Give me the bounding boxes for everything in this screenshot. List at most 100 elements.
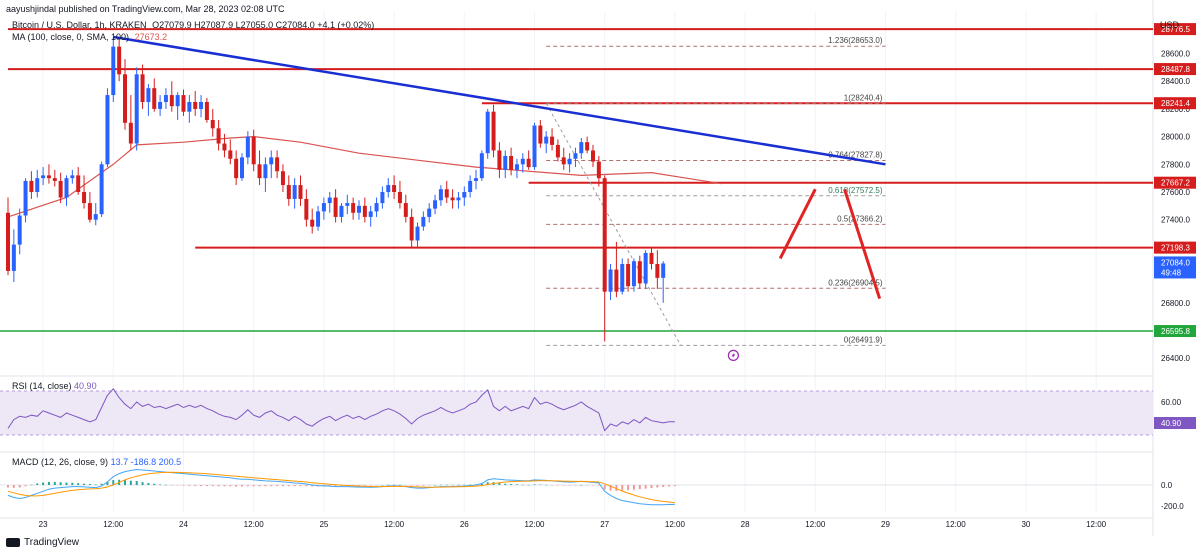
- macd-histogram-bar: [521, 484, 524, 486]
- tradingview-logo-icon: [6, 538, 20, 547]
- macd-histogram-bar: [592, 485, 594, 486]
- fib-level-label: 0(26491.9): [844, 335, 883, 344]
- candle-body: [456, 197, 461, 201]
- macd-histogram-bar: [287, 485, 290, 487]
- candle-body: [509, 156, 514, 170]
- macd-histogram-bar: [293, 485, 296, 487]
- time-tick-label: 12:00: [384, 520, 405, 529]
- candle-body: [216, 128, 221, 144]
- candle-body: [245, 136, 250, 158]
- macd-histogram-bar: [545, 484, 548, 486]
- candle-body: [503, 156, 508, 170]
- current-price-label: 27084.0: [1161, 258, 1190, 267]
- macd-histogram-bar: [662, 485, 665, 488]
- level-price-label: 28241.4: [1161, 99, 1190, 108]
- macd-histogram-bar: [644, 485, 647, 489]
- macd-histogram-bar: [141, 482, 144, 486]
- candle-body: [479, 153, 484, 179]
- candle-body: [17, 215, 22, 245]
- candle-body: [526, 158, 531, 168]
- macd-histogram-bar: [428, 485, 431, 486]
- macd-histogram-bar: [615, 485, 618, 491]
- macd-histogram-bar: [24, 485, 27, 487]
- macd-histogram-bar: [100, 483, 103, 486]
- candle-body: [204, 102, 209, 120]
- ohlc-values: O27079.9 H27087.9 L27055.0 C27084.0 +4.1…: [152, 20, 375, 30]
- candle-body: [655, 264, 660, 278]
- candle-body: [608, 269, 613, 292]
- time-tick-label: 25: [319, 520, 328, 529]
- macd-histogram-bar: [159, 484, 162, 486]
- macd-histogram-bar: [393, 484, 396, 486]
- macd-histogram-bar: [106, 482, 109, 486]
- projection-down-stroke: [843, 188, 882, 300]
- fib-level-label: 1(28240.4): [844, 93, 883, 102]
- price-tick-label: 27400.0: [1161, 216, 1190, 225]
- macd-histogram-bar: [334, 485, 337, 487]
- macd-histogram-bar: [387, 484, 390, 486]
- candle-body: [298, 185, 303, 199]
- macd-histogram-bar: [147, 483, 150, 486]
- candle-body: [275, 157, 280, 172]
- candle-body: [614, 269, 619, 292]
- macd-histogram-bar: [457, 484, 460, 486]
- macd-histogram-bar: [358, 485, 360, 486]
- candle-body: [134, 74, 139, 144]
- macd-histogram-bar: [252, 485, 255, 487]
- candle-body: [146, 88, 151, 102]
- candle-body: [46, 175, 51, 179]
- signal-line: [7, 471, 675, 504]
- macd-line: [7, 468, 675, 506]
- candle-body: [6, 212, 10, 271]
- candle-body: [585, 142, 590, 151]
- macd-histogram-bar: [410, 485, 413, 486]
- macd-histogram-bar: [65, 482, 68, 486]
- candle-body: [491, 111, 496, 151]
- candle-body: [228, 150, 233, 159]
- macd-histogram-bar: [217, 485, 220, 487]
- candle-body: [169, 95, 174, 107]
- macd-histogram-bar: [42, 482, 45, 486]
- macd-values: 13.7 -186.8 200.5: [110, 457, 182, 467]
- candle-body: [561, 157, 566, 165]
- macd-label: MACD (12, 26, close, 9): [12, 457, 109, 467]
- price-tick-label: 26400.0: [1161, 354, 1190, 363]
- level-price-label: 27198.3: [1161, 244, 1190, 253]
- candle-body: [199, 102, 204, 109]
- candle-body: [596, 161, 601, 179]
- macd-histogram-bar: [235, 485, 238, 487]
- time-tick-label: 12:00: [103, 520, 124, 529]
- candle-body: [11, 244, 16, 271]
- candle-body: [485, 111, 490, 154]
- candle-body: [76, 175, 81, 192]
- level-price-tag: [1154, 63, 1196, 76]
- macd-histogram-bar: [668, 485, 671, 487]
- macd-tick-label: -200.0: [1161, 502, 1184, 511]
- candle-body: [82, 192, 87, 204]
- candle-body: [140, 74, 145, 102]
- macd-histogram-bar: [182, 485, 185, 486]
- time-tick-label: 24: [179, 520, 188, 529]
- candle-body: [263, 164, 268, 179]
- candle-body: [474, 178, 478, 181]
- rsi-value: 40.90: [74, 381, 97, 391]
- descending-trendline: [113, 35, 886, 166]
- time-tick-label: 26: [460, 520, 469, 529]
- ma-value: 27673.2: [134, 32, 168, 42]
- macd-histogram-bar: [194, 485, 197, 486]
- candle-body: [421, 216, 426, 227]
- macd-histogram-bar: [416, 485, 419, 486]
- candle-body: [392, 185, 397, 192]
- candle-body: [193, 102, 198, 109]
- macd-histogram-bar: [673, 485, 676, 487]
- macd-histogram-bar: [135, 480, 138, 486]
- candle-body: [631, 261, 636, 287]
- price-tick-label: 27800.0: [1161, 160, 1190, 169]
- macd-histogram-bar: [504, 483, 507, 486]
- macd-histogram-bar: [510, 484, 513, 486]
- candle-body: [304, 198, 309, 220]
- candle-body: [316, 211, 321, 227]
- level-price-tag: [1154, 176, 1196, 189]
- macd-histogram-bar: [533, 484, 536, 486]
